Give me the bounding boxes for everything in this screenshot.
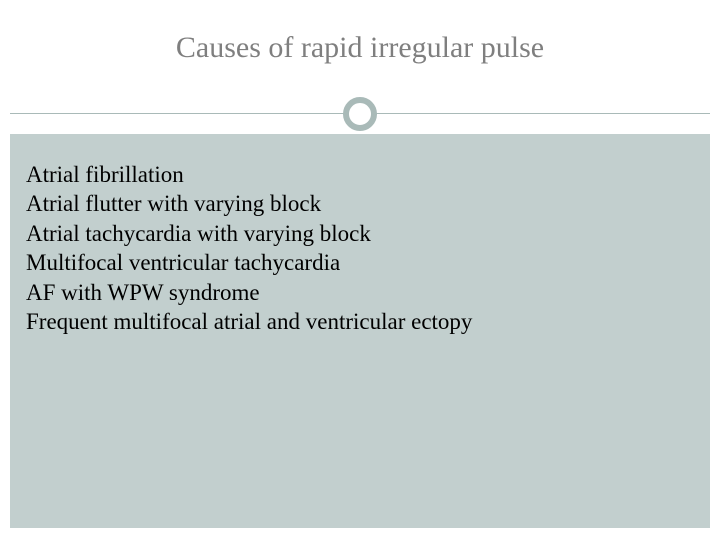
list-item: Atrial flutter with varying block — [22, 189, 698, 218]
list-item: Frequent multifocal atrial and ventricul… — [22, 307, 698, 336]
list-item: AF with WPW syndrome — [22, 278, 698, 307]
causes-list: Atrial fibrillation Atrial flutter with … — [22, 160, 698, 337]
slide-title: Causes of rapid irregular pulse — [176, 31, 544, 65]
divider-circle-icon — [343, 97, 377, 131]
list-item: Multifocal ventricular tachycardia — [22, 248, 698, 277]
title-area: Causes of rapid irregular pulse — [0, 0, 720, 96]
divider — [0, 96, 720, 132]
slide: Causes of rapid irregular pulse Atrial f… — [0, 0, 720, 540]
list-item: Atrial fibrillation — [22, 160, 698, 189]
list-item: Atrial tachycardia with varying block — [22, 219, 698, 248]
content-area: Atrial fibrillation Atrial flutter with … — [10, 134, 710, 528]
